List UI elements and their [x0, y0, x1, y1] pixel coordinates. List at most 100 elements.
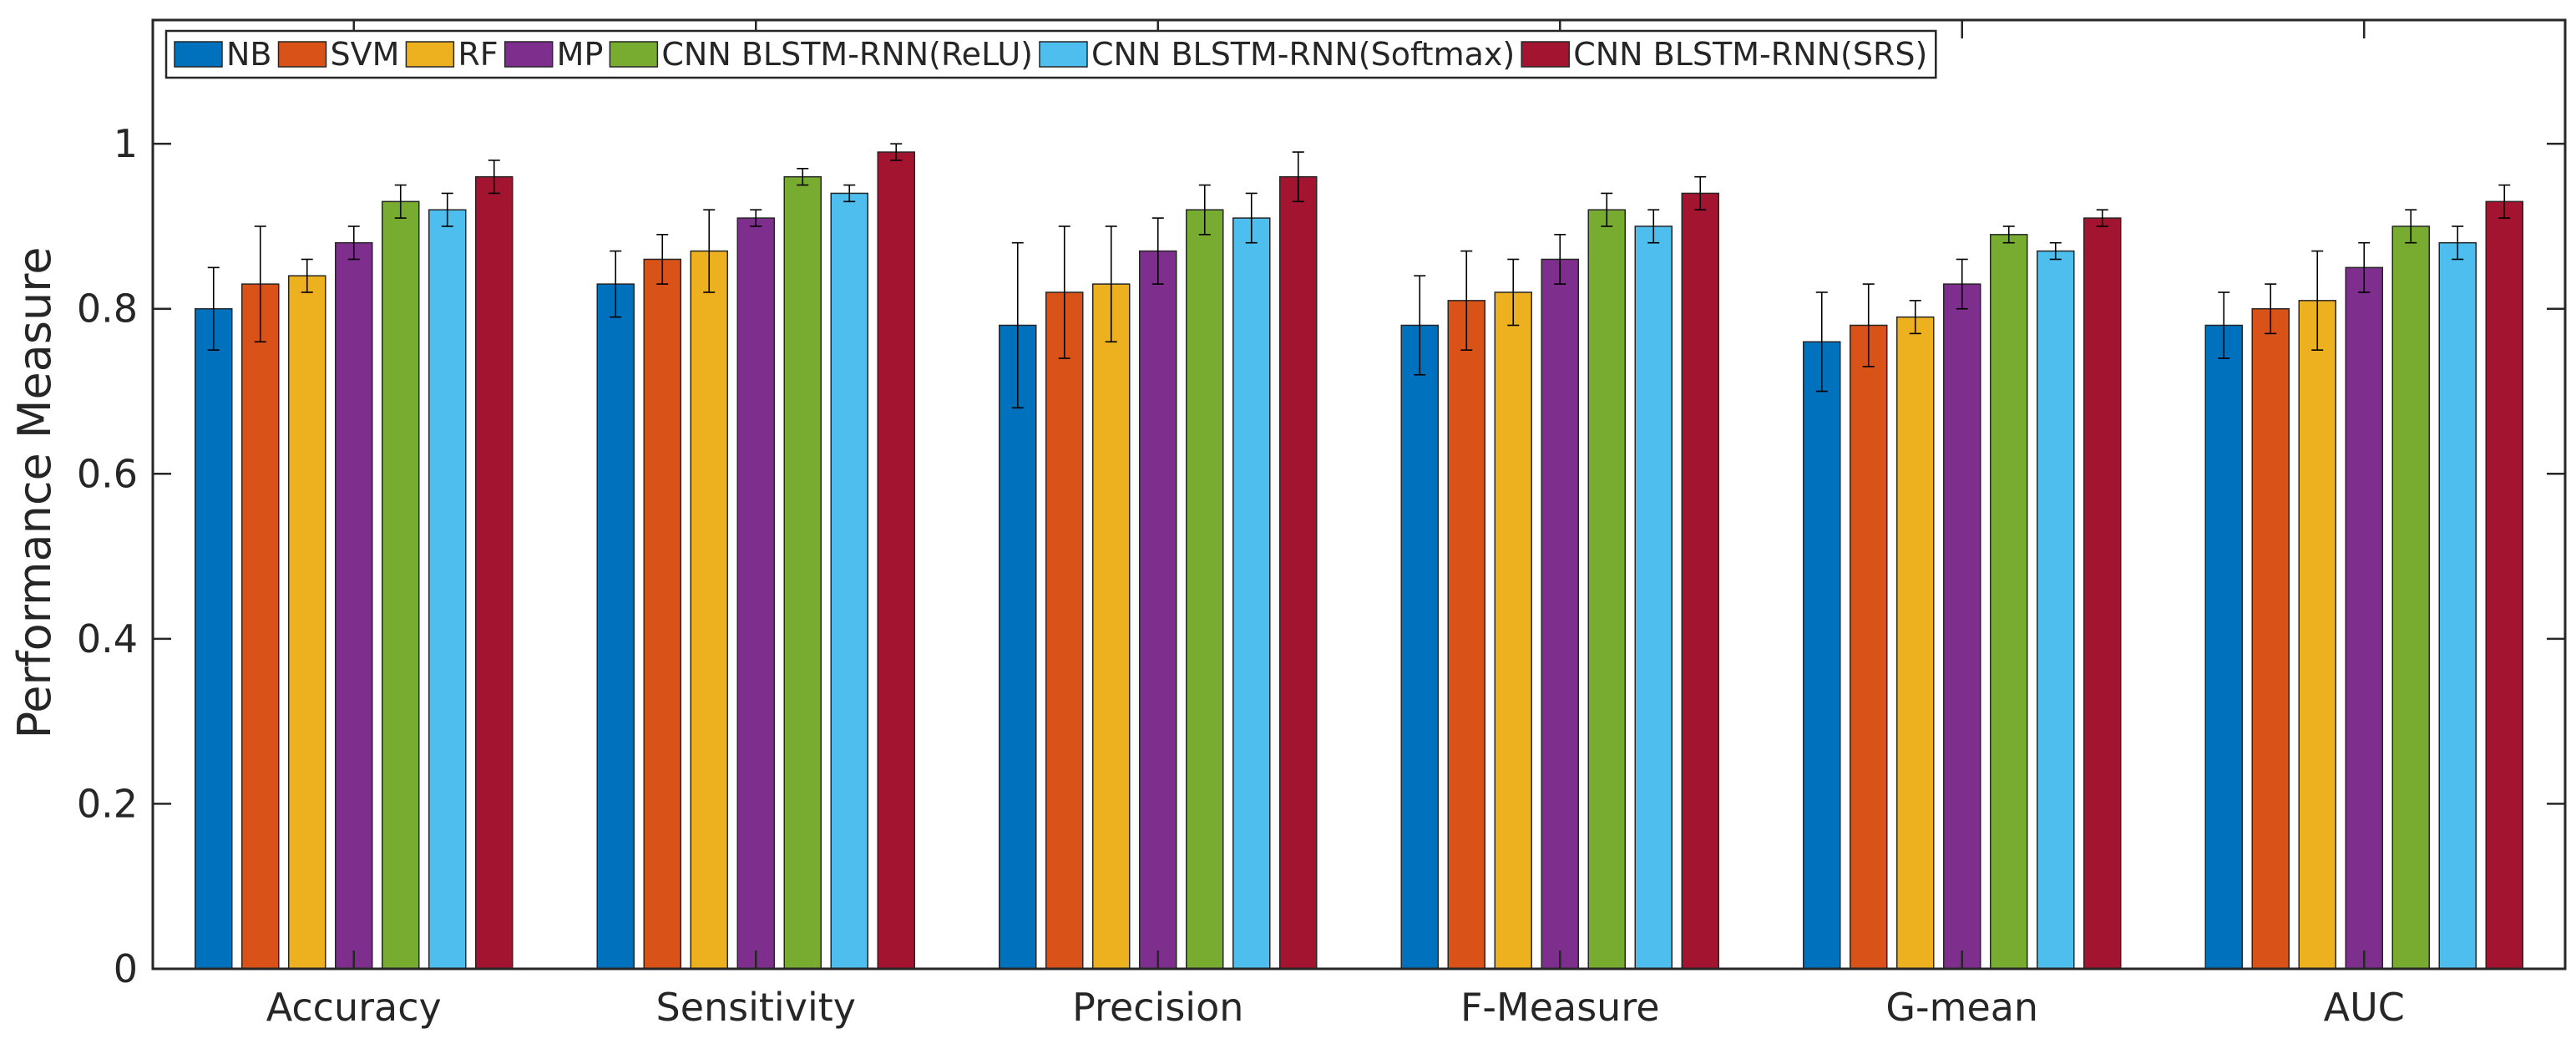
- bar-cnn-blstm-rnn-srs--accuracy: [475, 175, 514, 970]
- error-bar: [2265, 283, 2277, 335]
- error-bar: [347, 226, 360, 261]
- bar-rf-precision: [1092, 283, 1131, 970]
- error-bar: [1694, 175, 1707, 210]
- y-tick-label: 0.2: [77, 781, 138, 826]
- error-bar: [843, 184, 856, 203]
- legend-swatch: [277, 41, 327, 68]
- legend-label: NB: [226, 36, 272, 73]
- legend-label: CNN BLSTM-RNN(ReLU): [661, 36, 1033, 73]
- y-tick-label: 1: [114, 121, 138, 166]
- error-bar: [1815, 291, 1828, 393]
- bar-nb-accuracy: [195, 307, 233, 970]
- error-bar: [2002, 226, 2015, 244]
- y-tick-label: 0.8: [77, 286, 138, 332]
- legend: NB SVM RF MP CNN BLSTM-RNN(ReLU) CNN BLSTM-RN…: [164, 29, 1937, 79]
- bar-svm-g-mean: [1850, 324, 1888, 970]
- bars-layer: [195, 143, 2523, 970]
- error-bar: [610, 250, 622, 318]
- error-bar: [1909, 300, 1921, 335]
- bar-rf-sensitivity: [690, 250, 728, 970]
- error-bar: [2452, 226, 2464, 261]
- x-tick-label: AUC: [2324, 985, 2405, 1030]
- bar-mp-sensitivity: [736, 217, 775, 970]
- bar-nb-auc: [2204, 324, 2243, 970]
- bar-rf-g-mean: [1896, 316, 1935, 970]
- legend-label: SVM: [331, 36, 400, 73]
- error-bar: [2358, 241, 2371, 293]
- error-bar: [797, 168, 809, 186]
- x-tick-label: Accuracy: [266, 985, 442, 1030]
- legend-box: [164, 29, 1937, 79]
- error-bar: [1647, 209, 1660, 244]
- bar-cnn-blstm-rnn-softmax--precision: [1232, 217, 1271, 970]
- error-bar: [1011, 241, 1024, 409]
- error-bar: [703, 209, 716, 293]
- bar-mp-g-mean: [1943, 283, 1981, 970]
- error-bar: [1862, 283, 1875, 367]
- y-tick-label: 0: [114, 946, 138, 991]
- bar-cnn-blstm-rnn-relu--f-measure: [1587, 209, 1626, 970]
- legend-swatch: [504, 41, 554, 68]
- error-bar: [2096, 209, 2108, 227]
- bar-svm-sensitivity: [643, 258, 681, 970]
- bar-rf-f-measure: [1494, 291, 1532, 970]
- bar-cnn-blstm-rnn-softmax--sensitivity: [830, 192, 868, 970]
- bar-cnn-blstm-rnn-relu--sensitivity: [783, 175, 822, 970]
- bar-cnn-blstm-rnn-srs--precision: [1279, 175, 1318, 970]
- error-bar: [1507, 258, 1520, 327]
- bar-cnn-blstm-rnn-softmax--f-measure: [1634, 226, 1673, 970]
- y-tick-label: 0.6: [77, 451, 138, 496]
- x-tick-label: Sensitivity: [656, 985, 856, 1030]
- error-bar: [2218, 291, 2230, 359]
- error-bar: [1956, 258, 1968, 310]
- legend-swatch: [405, 41, 455, 68]
- legend-swatch: [609, 41, 659, 68]
- bar-mp-accuracy: [335, 241, 373, 970]
- error-bar: [750, 209, 762, 227]
- error-bar: [2498, 184, 2511, 219]
- bar-rf-auc: [2298, 300, 2336, 970]
- error-bar: [656, 234, 669, 285]
- error-bar: [1105, 226, 1117, 343]
- legend-label: MP: [557, 36, 604, 73]
- bar-mp-auc: [2345, 266, 2383, 970]
- bar-svm-accuracy: [241, 283, 280, 970]
- error-bar: [1058, 226, 1070, 359]
- error-bar: [254, 226, 266, 343]
- bar-nb-precision: [999, 324, 1037, 970]
- bar-svm-precision: [1045, 291, 1084, 970]
- legend-label: RF: [458, 36, 498, 73]
- error-bar: [207, 266, 220, 351]
- bar-cnn-blstm-rnn-softmax--g-mean: [2037, 250, 2075, 970]
- error-bar: [1245, 192, 1258, 244]
- y-axis-title: Performance Measure: [8, 247, 61, 739]
- error-bar: [2049, 241, 2062, 261]
- bar-cnn-blstm-rnn-relu--auc: [2391, 226, 2430, 970]
- error-bar: [301, 258, 313, 293]
- bar-mp-f-measure: [1541, 258, 1579, 970]
- x-tick-label: Precision: [1072, 985, 1243, 1030]
- legend-label: CNN BLSTM-RNN(Softmax): [1091, 36, 1515, 73]
- error-bar: [1151, 217, 1164, 285]
- bar-cnn-blstm-rnn-softmax--accuracy: [428, 209, 467, 970]
- bar-cnn-blstm-rnn-relu--precision: [1186, 209, 1224, 970]
- bar-svm-auc: [2251, 307, 2290, 970]
- bar-cnn-blstm-rnn-softmax--auc: [2438, 241, 2477, 970]
- bar-cnn-blstm-rnn-srs--sensitivity: [877, 151, 915, 970]
- error-bar: [394, 184, 407, 219]
- bar-cnn-blstm-rnn-srs--f-measure: [1681, 192, 1719, 970]
- bar-nb-g-mean: [1803, 341, 1841, 970]
- bar-cnn-blstm-rnn-relu--g-mean: [1990, 234, 2028, 970]
- y-tick-label: 0.4: [77, 616, 138, 661]
- error-bar: [1601, 192, 1613, 227]
- x-tick-label: G-mean: [1885, 985, 2038, 1030]
- error-bar: [1460, 250, 1473, 351]
- bar-cnn-blstm-rnn-relu--accuracy: [382, 200, 420, 970]
- bar-nb-f-measure: [1400, 324, 1439, 970]
- x-tick-label: F-Measure: [1460, 985, 1660, 1030]
- error-bar: [441, 192, 453, 227]
- bar-nb-sensitivity: [596, 283, 635, 970]
- legend-label: CNN BLSTM-RNN(SRS): [1573, 36, 1927, 73]
- legend-swatch: [1039, 41, 1088, 68]
